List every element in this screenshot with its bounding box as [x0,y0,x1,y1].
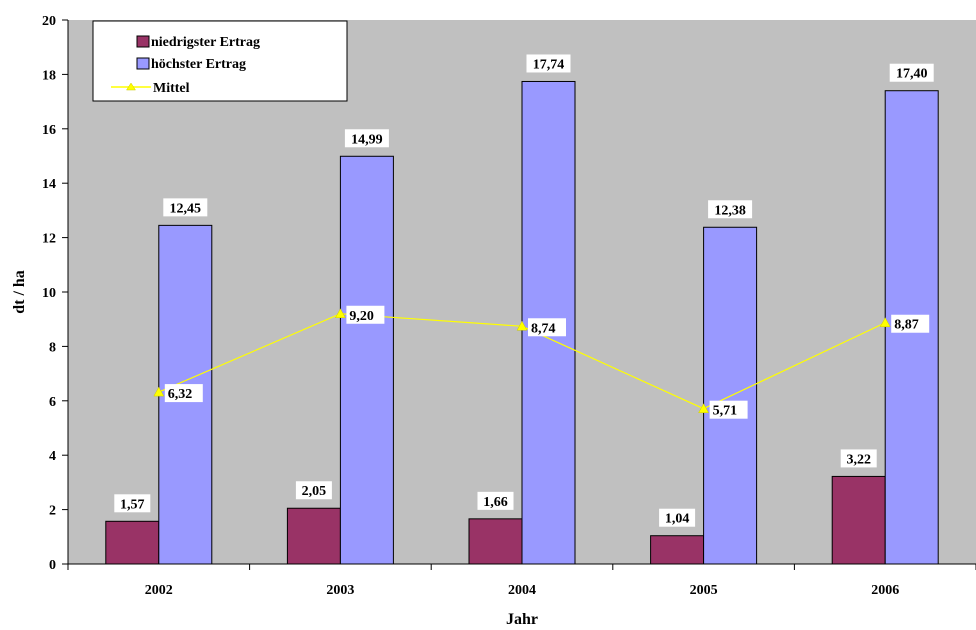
mittel-label-bg [891,314,930,333]
y-tick-label-0: 0 [49,558,56,573]
bar-label-hoechster-2002: 12,45 [170,201,202,216]
legend: niedrigster Ertrag höchster Ertrag Mitte… [92,20,348,102]
bar-label-hoechster-2005: 12,38 [714,203,746,218]
bar-label-niedrigster-2006: 3,22 [846,452,871,467]
legend-label-niedrigster: niedrigster Ertrag [151,35,260,50]
bar-label-bg [708,200,753,219]
bar-label-niedrigster-2005: 1,04 [665,512,690,527]
bar-label-hoechster-2006: 17,40 [896,67,928,82]
x-tick-label-2002: 2002 [145,583,173,598]
x-tick-label-2006: 2006 [871,583,899,598]
y-tick-label-12: 12 [42,232,56,247]
bar-niedrigster-2005 [650,535,705,565]
mittel-label-2006: 8,87 [894,318,919,333]
bar-label-bg [840,449,877,468]
mittel-label-2005: 5,71 [713,404,738,419]
mittel-label-bg [346,305,385,324]
mittel-label-2002: 6,32 [168,387,193,402]
x-tick-label-2003: 2003 [326,583,354,598]
bar-hoechster-2003 [339,155,394,565]
y-axis-title: dt / ha [11,270,28,314]
legend-swatch-niedrigster [136,35,150,48]
legend-swatch-hoechster [136,57,150,70]
mittel-marker-2003 [334,308,346,319]
y-tick-label-4: 4 [49,449,56,464]
mittel-marker-2002 [153,386,165,397]
bar-label-bg [163,198,208,217]
bar-label-bg [477,491,514,510]
mittel-label-bg [709,400,748,419]
y-tick-label-2: 2 [49,504,56,519]
bar-label-bg [344,129,389,148]
axes-layer: 0 2 4 6 8 10 12 14 16 18 20 2002 2003 2004 2005 2006 [42,14,976,598]
bar-label-niedrigster-2004: 1,66 [483,495,508,510]
mittel-marker-2006 [879,317,891,327]
mittel-marker-2004 [516,320,528,331]
y-tick-label-20: 20 [42,14,56,29]
bar-label-bg [889,63,934,82]
bar-label-hoechster-2004: 17,74 [533,57,565,72]
mittel-label-bg [528,318,566,337]
bar-label-niedrigster-2003: 2,05 [302,484,327,499]
bar-label-bg [295,481,332,500]
mittel-marker-2005 [698,403,710,413]
y-tick-label-18: 18 [42,68,56,83]
data-labels-layer: 1,57 12,45 2,05 14,99 1,66 17,74 1,04 12,38 3,22… [114,54,934,527]
mittel-line-layer [153,308,891,413]
x-axis-title: Jahr [506,611,538,628]
x-tick-label-2004: 2004 [508,583,536,598]
legend-marker-mittel [126,82,136,91]
y-tick-label-16: 16 [42,123,56,138]
mittel-label-2004: 8,74 [531,321,556,336]
legend-label-hoechster: höchster Ertrag [151,57,246,72]
bar-niedrigster-2004 [468,518,523,565]
mittel-label-2003: 9,20 [349,309,374,324]
bar-niedrigster-2006 [831,475,886,565]
bar-label-bg [526,54,571,73]
bar-label-hoechster-2003: 14,99 [351,132,383,147]
y-tick-label-8: 8 [49,340,56,355]
bar-niedrigster-2003 [286,507,341,565]
bar-label-niedrigster-2002: 1,57 [120,497,145,512]
y-tick-label-10: 10 [42,286,56,301]
legend-label-mittel: Mittel [153,81,190,96]
bar-label-bg [659,508,696,527]
bar-niedrigster-2002 [105,520,160,565]
y-tick-label-14: 14 [42,177,56,192]
bar-label-bg [114,494,151,513]
x-tick-label-2005: 2005 [690,583,718,598]
mittel-label-bg [164,384,203,403]
y-tick-label-6: 6 [49,395,56,410]
